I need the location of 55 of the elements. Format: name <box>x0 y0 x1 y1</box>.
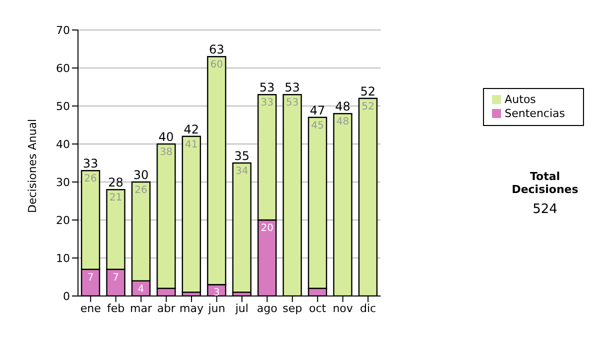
y-tick-label: 20 <box>56 214 70 227</box>
total-label: 63 <box>208 42 224 57</box>
x-tick-label: oct <box>309 302 327 315</box>
x-tick-label: mar <box>130 302 153 315</box>
total-label: 30 <box>133 168 149 182</box>
total-label: 28 <box>108 176 124 190</box>
total-label: 33 <box>82 156 98 171</box>
bar <box>182 136 202 293</box>
y-tick-label: 50 <box>56 100 70 113</box>
data-label: 26 <box>134 185 148 196</box>
data-label: 26 <box>84 174 97 185</box>
x-tick-label: ago <box>256 302 278 315</box>
total-label: 40 <box>158 130 174 144</box>
data-label: 4 <box>138 284 144 295</box>
total-label: 52 <box>360 84 376 98</box>
data-label: 45 <box>311 120 324 132</box>
total-label: 53 <box>284 80 300 95</box>
data-label: 34 <box>235 166 248 177</box>
data-label: 21 <box>109 192 122 204</box>
x-tick-label: abr <box>157 302 176 315</box>
y-tick-label: 70 <box>56 24 70 37</box>
x-tick-label: nov <box>332 302 354 315</box>
data-label: 41 <box>185 139 198 150</box>
data-label: 20 <box>260 223 274 234</box>
x-tick-label: may <box>180 302 204 315</box>
total-label: 35 <box>234 149 250 163</box>
text: Total Decisiones <box>510 170 580 196</box>
total-label: 53 <box>259 80 275 95</box>
x-tick-label: sep <box>282 302 302 315</box>
y-tick-label: 60 <box>56 62 70 75</box>
data-label: 38 <box>160 147 173 158</box>
total-label: 42 <box>184 122 200 136</box>
legend-label: Autos <box>504 93 536 106</box>
x-tick-label: feb <box>107 302 125 315</box>
text: 524 <box>532 202 558 217</box>
data-label: 48 <box>336 116 350 128</box>
bar <box>232 162 252 293</box>
data-label: 7 <box>112 272 119 284</box>
data-label: 33 <box>260 98 274 109</box>
data-label: 53 <box>286 98 299 109</box>
x-tick-label: jul <box>234 302 248 315</box>
y-tick-label: 10 <box>56 252 70 265</box>
data-label: 52 <box>362 101 374 112</box>
total-label: 47 <box>310 103 326 118</box>
y-tick-label: 30 <box>56 176 70 189</box>
x-tick-label: ene <box>80 302 102 315</box>
y-axis-title: Decisiones Anual <box>26 118 39 213</box>
x-tick-label: dic <box>360 302 376 315</box>
legend-label: Sentencias <box>504 107 565 120</box>
y-tick-label: 0 <box>63 290 70 303</box>
total-label: 48 <box>335 100 350 114</box>
x-tick-label: jun <box>207 302 226 315</box>
data-label: 60 <box>210 60 223 71</box>
data-label: 7 <box>87 272 94 284</box>
y-tick-label: 40 <box>56 138 70 151</box>
